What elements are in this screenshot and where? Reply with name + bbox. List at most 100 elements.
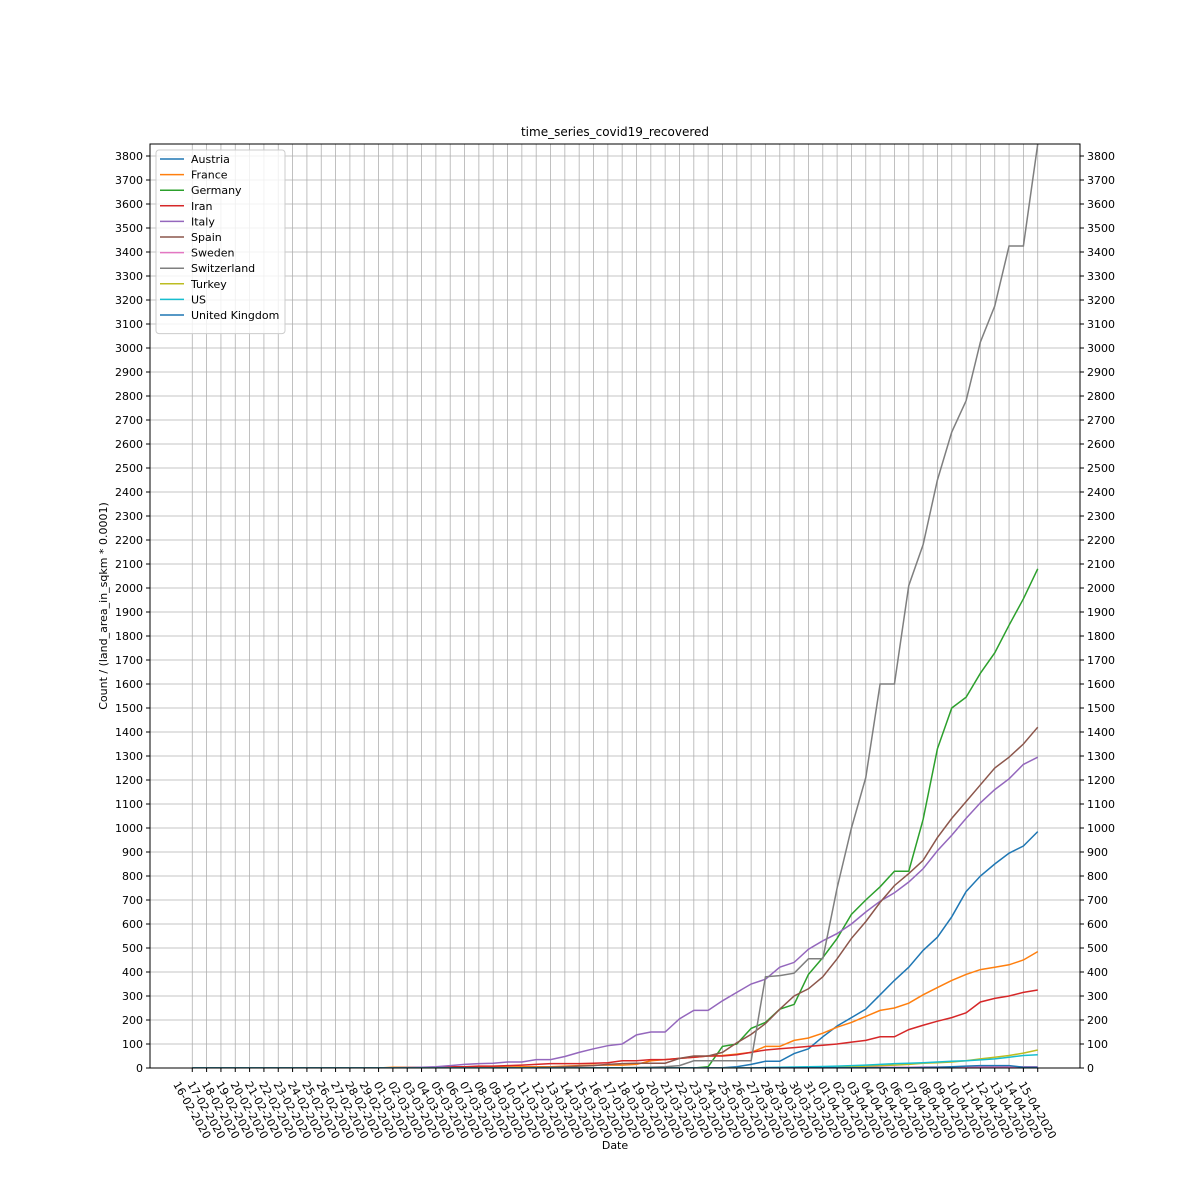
y-tick-label-right: 2600 [1087, 438, 1115, 451]
y-tick-label: 2100 [115, 558, 143, 571]
legend-label: US [191, 293, 206, 306]
y-tick-label-right: 900 [1087, 846, 1108, 859]
y-tick-label: 900 [122, 846, 143, 859]
y-tick-label: 0 [136, 1062, 143, 1075]
y-tick-label: 3000 [115, 342, 143, 355]
y-tick-label-right: 2900 [1087, 366, 1115, 379]
y-tick-label-right: 2300 [1087, 510, 1115, 523]
y-tick-label-right: 2100 [1087, 558, 1115, 571]
y-tick-label: 3500 [115, 222, 143, 235]
y-tick-label: 1400 [115, 726, 143, 739]
y-tick-label-right: 3400 [1087, 246, 1115, 259]
legend-box [155, 149, 286, 335]
y-tick-label-right: 3200 [1087, 294, 1115, 307]
y-tick-label: 2400 [115, 486, 143, 499]
y-tick-label-right: 3100 [1087, 318, 1115, 331]
y-tick-label: 3600 [115, 198, 143, 211]
y-tick-label-right: 3700 [1087, 174, 1115, 187]
series-line [192, 950, 1039, 1068]
y-tick-label-right: 1300 [1087, 750, 1115, 763]
legend-label: Austria [191, 153, 230, 166]
y-tick-label-right: 3800 [1087, 150, 1115, 163]
y-tick-label: 700 [122, 894, 143, 907]
y-tick-label-right: 1900 [1087, 606, 1115, 619]
y-tick-label: 2200 [115, 534, 143, 547]
legend-label: France [191, 169, 228, 182]
y-tick-label: 2000 [115, 582, 143, 595]
y-tick-label: 2600 [115, 438, 143, 451]
y-tick-label: 3300 [115, 270, 143, 283]
y-tick-label: 1600 [115, 678, 143, 691]
y-tick-label: 3700 [115, 174, 143, 187]
y-tick-label: 2300 [115, 510, 143, 523]
y-tick-label-right: 1500 [1087, 702, 1115, 715]
legend-label: Switzerland [191, 262, 255, 275]
y-tick-label-right: 2200 [1087, 534, 1115, 547]
y-tick-label: 1000 [115, 822, 143, 835]
y-tick-label-right: 1400 [1087, 726, 1115, 739]
y-tick-label: 600 [122, 918, 143, 931]
y-tick-label-right: 2700 [1087, 414, 1115, 427]
y-tick-label-right: 2000 [1087, 582, 1115, 595]
series-line [192, 1049, 1038, 1068]
y-tick-label-right: 2400 [1087, 486, 1115, 499]
y-tick-label: 2700 [115, 414, 143, 427]
y-tick-label-right: 500 [1087, 942, 1108, 955]
y-tick-label-right: 3300 [1087, 270, 1115, 283]
y-axis-label: Count / (land_area_in_sqkm * 0.0001) [97, 502, 110, 710]
y-tick-label-right: 1800 [1087, 630, 1115, 643]
y-tick-label: 800 [122, 870, 143, 883]
y-tick-label: 3800 [115, 150, 143, 163]
y-tick-label: 3400 [115, 246, 143, 259]
y-tick-label-right: 0 [1087, 1062, 1094, 1075]
y-tick-label: 1500 [115, 702, 143, 715]
y-tick-label: 500 [122, 942, 143, 955]
y-tick-label-right: 1200 [1087, 774, 1115, 787]
y-tick-label: 1100 [115, 798, 143, 811]
legend-label: United Kingdom [191, 309, 279, 322]
series-line [192, 989, 1038, 1068]
y-tick-label-right: 800 [1087, 870, 1108, 883]
series-line [192, 1054, 1038, 1068]
series-line [192, 756, 1039, 1068]
plot-frame [149, 143, 1081, 1069]
y-tick-label: 100 [122, 1038, 143, 1051]
y-tick-label-right: 2500 [1087, 462, 1115, 475]
series-line [192, 726, 1039, 1068]
y-tick-label-right: 3500 [1087, 222, 1115, 235]
y-tick-label: 3100 [115, 318, 143, 331]
y-tick-label: 3200 [115, 294, 143, 307]
y-tick-label-right: 1100 [1087, 798, 1115, 811]
legend-label: Sweden [191, 247, 234, 260]
y-tick-label: 400 [122, 966, 143, 979]
y-tick-label: 1300 [115, 750, 143, 763]
legend-label: Italy [191, 215, 215, 228]
y-tick-label: 1700 [115, 654, 143, 667]
y-tick-label-right: 700 [1087, 894, 1108, 907]
y-tick-label: 1900 [115, 606, 143, 619]
x-axis-label: Date [602, 1139, 629, 1152]
y-tick-label-right: 1000 [1087, 822, 1115, 835]
y-tick-label-right: 1700 [1087, 654, 1115, 667]
y-tick-label-right: 3600 [1087, 198, 1115, 211]
chart-title: time_series_covid19_recovered [521, 125, 709, 139]
y-tick-label: 2500 [115, 462, 143, 475]
y-tick-label: 1200 [115, 774, 143, 787]
y-tick-label: 200 [122, 1014, 143, 1027]
y-tick-label-right: 3000 [1087, 342, 1115, 355]
y-tick-label: 2900 [115, 366, 143, 379]
y-tick-label-right: 2800 [1087, 390, 1115, 403]
y-tick-label-right: 100 [1087, 1038, 1108, 1051]
legend-label: Germany [191, 184, 242, 197]
series-line [192, 568, 1039, 1068]
legend-label: Spain [191, 231, 222, 244]
y-tick-label-right: 300 [1087, 990, 1108, 1003]
y-tick-label-right: 400 [1087, 966, 1108, 979]
legend-label: Iran [191, 200, 213, 213]
y-tick-label: 2800 [115, 390, 143, 403]
y-tick-label: 300 [122, 990, 143, 1003]
y-tick-label-right: 600 [1087, 918, 1108, 931]
y-tick-label-right: 200 [1087, 1014, 1108, 1027]
y-tick-label-right: 1600 [1087, 678, 1115, 691]
